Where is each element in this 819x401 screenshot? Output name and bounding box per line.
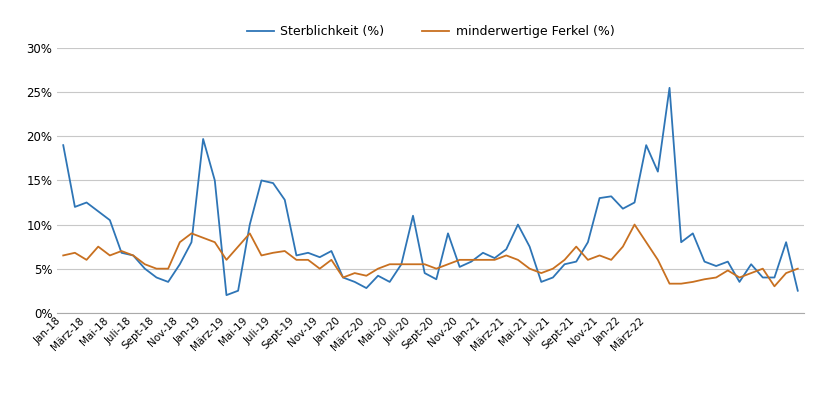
Sterblichkeit (%) <box>547 275 557 280</box>
Sterblichkeit (%) <box>477 250 487 255</box>
Sterblichkeit (%) <box>221 293 231 298</box>
minderwertige Ferkel (%) <box>419 262 429 267</box>
Sterblichkeit (%) <box>373 273 382 278</box>
Sterblichkeit (%) <box>792 288 802 293</box>
minderwertige Ferkel (%) <box>466 257 476 262</box>
minderwertige Ferkel (%) <box>58 253 68 258</box>
Sterblichkeit (%) <box>58 143 68 148</box>
minderwertige Ferkel (%) <box>792 266 802 271</box>
minderwertige Ferkel (%) <box>152 266 161 271</box>
minderwertige Ferkel (%) <box>768 284 778 289</box>
minderwertige Ferkel (%) <box>361 273 371 278</box>
minderwertige Ferkel (%) <box>524 266 534 271</box>
minderwertige Ferkel (%) <box>536 271 545 275</box>
Line: minderwertige Ferkel (%): minderwertige Ferkel (%) <box>63 225 797 286</box>
Line: Sterblichkeit (%): Sterblichkeit (%) <box>63 88 797 295</box>
Sterblichkeit (%) <box>663 85 673 90</box>
Sterblichkeit (%) <box>536 279 545 284</box>
Legend: Sterblichkeit (%), minderwertige Ferkel (%): Sterblichkeit (%), minderwertige Ferkel … <box>242 20 618 43</box>
minderwertige Ferkel (%) <box>629 222 639 227</box>
Sterblichkeit (%) <box>431 277 441 282</box>
Sterblichkeit (%) <box>152 275 161 280</box>
